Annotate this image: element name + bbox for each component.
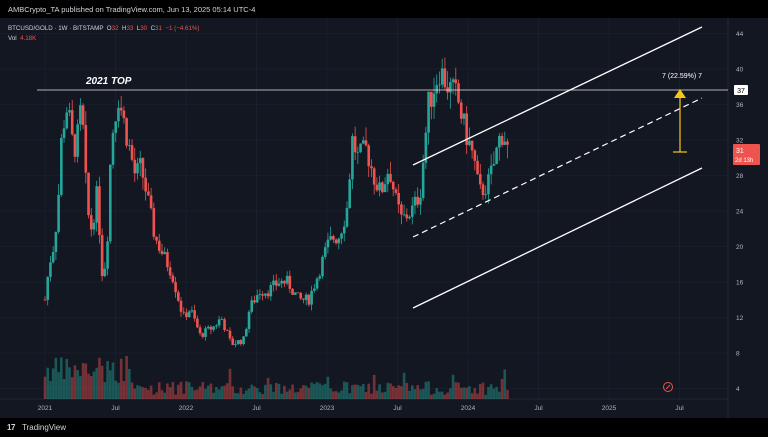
price-tick: 32 [736, 138, 744, 145]
level-badge [734, 85, 748, 95]
symbol-legend: BTCUSD/GOLD · 1W · BITSTAMP O32 H33 L30 … [8, 24, 199, 44]
tradingview-logo-icon[interactable]: 17 [7, 423, 15, 432]
time-tick: Jul [393, 405, 402, 412]
change-value: −1 (−4.61%) [165, 25, 200, 32]
time-tick: 2024 [461, 405, 476, 412]
volume-bars [43, 355, 509, 399]
price-tick: 44 [736, 31, 744, 38]
replay-icon[interactable] [663, 382, 673, 392]
chart-area[interactable]: 2021 TOP 7 (22.59%) 7 44 40 36 32 28 24 20 16 12… [0, 18, 768, 418]
high-value: 33 [126, 25, 134, 32]
time-tick: Jul [675, 405, 684, 412]
time-tick: 2025 [602, 405, 617, 412]
price-badge [733, 144, 760, 165]
time-tick: 2021 [38, 405, 53, 412]
time-tick: Jul [534, 405, 543, 412]
price-badge-value: 31 [736, 148, 744, 155]
price-tick: 8 [736, 351, 740, 358]
close-label: C [150, 25, 156, 32]
close-value: 31 [155, 25, 162, 32]
footer-bar: 17 TradingView [0, 418, 768, 437]
volume-value: 4.18K [20, 35, 37, 42]
price-axis[interactable]: 44 40 36 32 28 24 20 16 12 8 4 37 31 2d 13h [733, 31, 760, 393]
candles [43, 57, 509, 348]
publisher-text: AMBCrypto_TA published on TradingView.co… [8, 5, 256, 14]
channel-upper-line[interactable] [412, 26, 703, 166]
symbol-name[interactable]: BTCUSD/GOLD · 1W · BITSTAMP [8, 25, 104, 32]
price-tick: 20 [736, 244, 744, 251]
time-tick: 2023 [320, 405, 335, 412]
level-badge-text: 37 [737, 88, 745, 95]
price-tick: 4 [736, 386, 740, 393]
high-label: H [121, 25, 127, 32]
time-tick: Jul [111, 405, 120, 412]
price-tick: 24 [736, 209, 744, 216]
measure-arrow[interactable] [673, 89, 687, 153]
2021-top-label: 2021 TOP [85, 76, 132, 87]
low-value: 30 [140, 25, 148, 32]
time-axis[interactable]: 2021 Jul 2022 Jul 2023 Jul 2024 Jul 2025 Jul [38, 405, 684, 412]
publisher-bar: AMBCrypto_TA published on TradingView.co… [0, 0, 768, 18]
grid-lines [0, 18, 729, 418]
price-tick: 28 [736, 173, 744, 180]
price-badge-countdown: 2d 13h [735, 158, 753, 164]
price-tick: 16 [736, 280, 744, 287]
time-tick: 2022 [179, 405, 194, 412]
low-label: L [136, 25, 141, 32]
chart-canvas[interactable]: 2021 TOP 7 (22.59%) 7 44 40 36 32 28 24 20 16 12… [0, 18, 768, 418]
measure-label: 7 (22.59%) 7 [662, 73, 702, 80]
open-label: O [106, 25, 112, 32]
channel-lower-line[interactable] [412, 167, 703, 309]
volume-label: Vol [8, 35, 17, 42]
price-tick: 12 [736, 315, 744, 322]
open-value: 32 [111, 25, 119, 32]
price-tick: 36 [736, 102, 744, 109]
channel-middle-line[interactable] [412, 97, 703, 238]
tradingview-brand[interactable]: TradingView [22, 423, 67, 432]
price-tick: 40 [736, 67, 744, 74]
time-tick: Jul [252, 405, 261, 412]
